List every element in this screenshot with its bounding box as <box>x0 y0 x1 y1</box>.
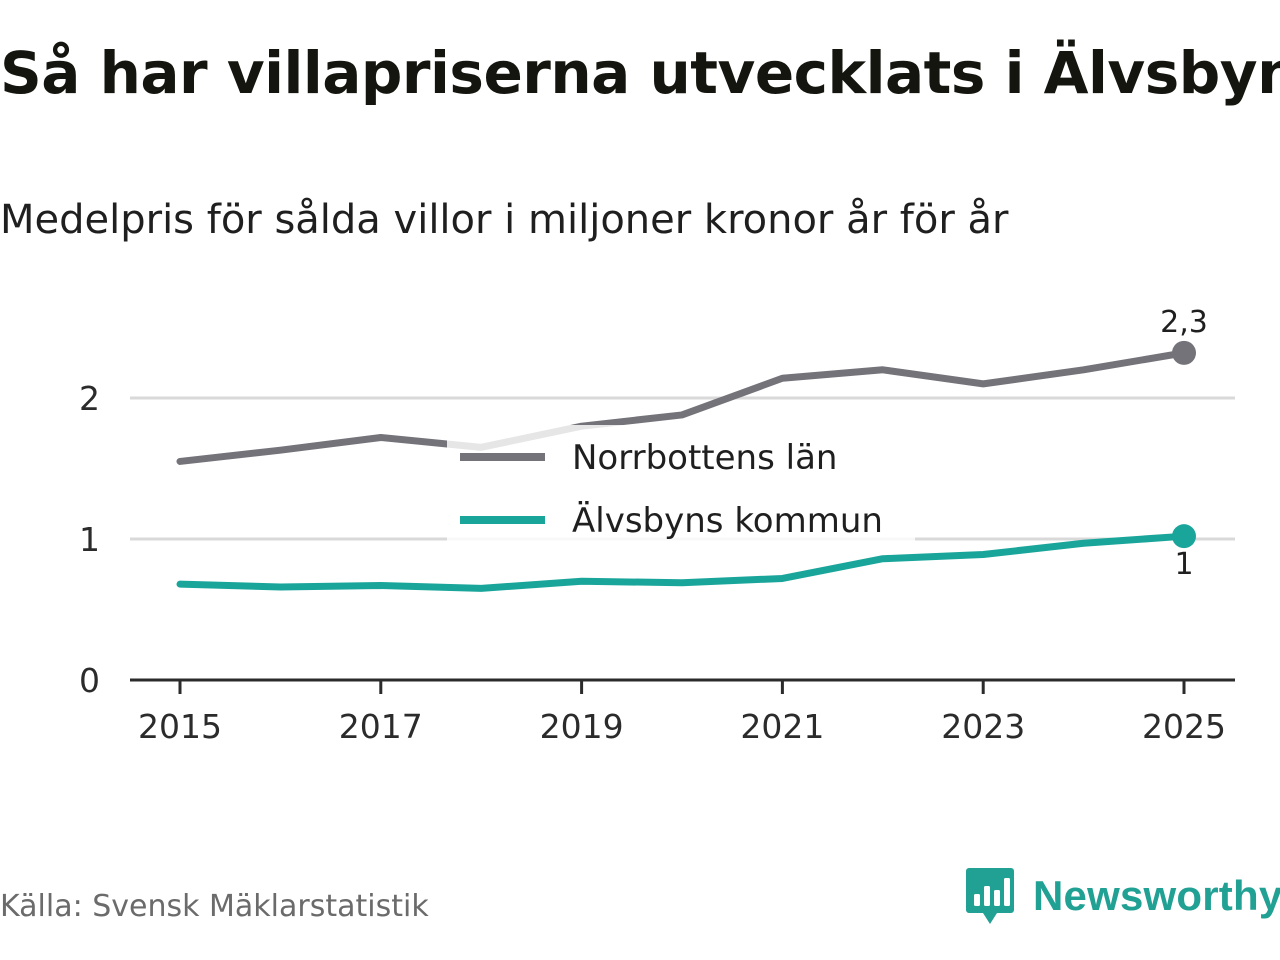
x-tick-label: 2021 <box>740 707 824 746</box>
end-label-norrbotten: 2,3 <box>1160 305 1208 340</box>
y-tick-label: 2 <box>79 379 100 418</box>
legend: Norrbottens län Älvsbyns kommun <box>447 425 915 542</box>
series-line-alvsbyn <box>176 532 1188 592</box>
end-point-alvsbyn <box>1172 524 1196 549</box>
legend-label-alvsbyn: Älvsbyns kommun <box>572 501 883 541</box>
x-tick-label: 2017 <box>339 707 423 746</box>
series-layer <box>176 340 1196 592</box>
chart-subtitle: Medelpris för sålda villor i miljoner kr… <box>0 197 1009 243</box>
brand-name: Newsworthy <box>1033 872 1280 919</box>
axis-layer: 0 1 2 2015 2017 2019 2021 2023 2025 <box>79 379 1235 746</box>
source-note: Källa: Svensk Mäklarstatistik <box>0 889 429 924</box>
legend-label-norrbotten: Norrbottens län <box>572 438 837 478</box>
end-point-norrbotten <box>1172 340 1196 365</box>
chart-title: Så har villapriserna utvecklats i Älvsby… <box>0 39 1280 107</box>
x-tick-label: 2015 <box>138 707 222 746</box>
label-layer: 2,31 <box>1160 305 1208 582</box>
y-tick-label: 1 <box>79 520 100 559</box>
end-label-alvsbyn: 1 <box>1174 547 1193 582</box>
newsworthy-logo-icon <box>966 868 1014 924</box>
x-tick-label: 2023 <box>941 707 1025 746</box>
y-tick-label: 0 <box>79 661 100 700</box>
brand-logo: Newsworthy <box>965 866 1280 926</box>
x-tick-label: 2019 <box>540 707 624 746</box>
x-tick-label: 2025 <box>1142 707 1226 746</box>
series-line-norrbotten <box>176 349 1188 465</box>
